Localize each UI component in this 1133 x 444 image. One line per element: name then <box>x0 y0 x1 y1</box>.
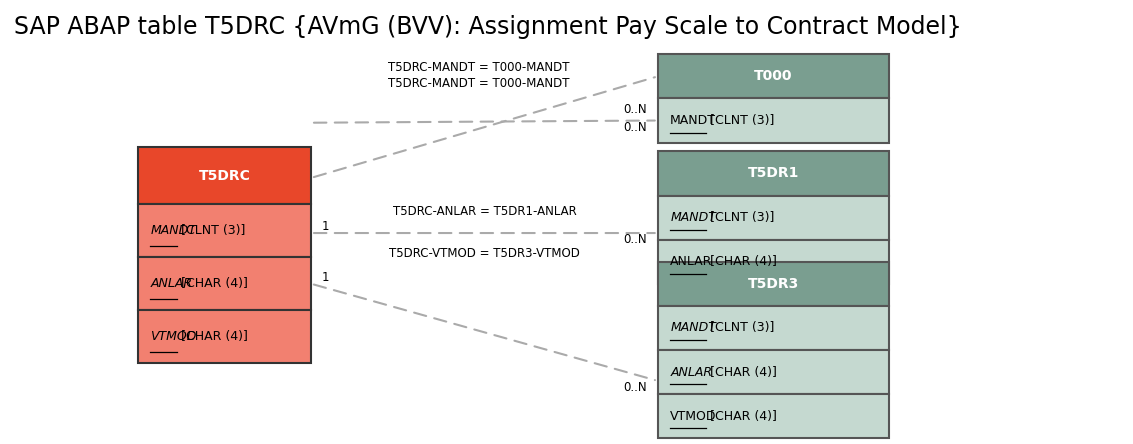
Text: [CHAR (4)]: [CHAR (4)] <box>706 365 777 379</box>
Bar <box>657 195 888 240</box>
Text: MANDT: MANDT <box>671 114 716 127</box>
Bar <box>657 394 888 438</box>
Text: T5DRC-VTMOD = T5DR3-VTMOD: T5DRC-VTMOD = T5DR3-VTMOD <box>389 246 580 259</box>
Text: T5DR3: T5DR3 <box>748 277 799 291</box>
Bar <box>657 262 888 306</box>
Text: T5DR1: T5DR1 <box>748 166 799 180</box>
Text: T000: T000 <box>753 69 792 83</box>
Bar <box>138 147 312 204</box>
Text: SAP ABAP table T5DRC {AVmG (BVV): Assignment Pay Scale to Contract Model}: SAP ABAP table T5DRC {AVmG (BVV): Assign… <box>14 15 962 39</box>
Text: MANDT: MANDT <box>671 211 716 224</box>
Text: [CHAR (4)]: [CHAR (4)] <box>177 330 248 343</box>
Text: ANLAR: ANLAR <box>671 365 713 379</box>
Text: 0..N: 0..N <box>623 103 647 116</box>
Bar <box>138 257 312 310</box>
Text: 0..N: 0..N <box>623 381 647 394</box>
Bar <box>657 350 888 394</box>
Text: VTMOD: VTMOD <box>671 410 717 423</box>
Text: [CLNT (3)]: [CLNT (3)] <box>706 211 774 224</box>
Text: [CHAR (4)]: [CHAR (4)] <box>177 277 248 290</box>
Text: T5DRC-ANLAR = T5DR1-ANLAR: T5DRC-ANLAR = T5DR1-ANLAR <box>392 205 577 218</box>
Text: [CHAR (4)]: [CHAR (4)] <box>706 255 777 268</box>
Text: ANLAR: ANLAR <box>151 277 193 290</box>
Bar <box>657 240 888 284</box>
Bar <box>138 204 312 257</box>
Text: 0..N: 0..N <box>623 233 647 246</box>
Text: T5DRC-MANDT = T000-MANDT: T5DRC-MANDT = T000-MANDT <box>389 61 570 74</box>
Bar <box>657 54 888 99</box>
Text: 1: 1 <box>322 220 330 233</box>
Text: MANDT: MANDT <box>671 321 716 334</box>
Text: 1: 1 <box>322 271 330 284</box>
Bar <box>657 99 888 143</box>
Text: [CLNT (3)]: [CLNT (3)] <box>706 321 774 334</box>
Text: 0..N: 0..N <box>623 121 647 134</box>
Text: [CLNT (3)]: [CLNT (3)] <box>706 114 774 127</box>
Bar <box>657 151 888 195</box>
Text: T5DRC: T5DRC <box>198 169 250 182</box>
Text: VTMOD: VTMOD <box>151 330 197 343</box>
Bar <box>657 306 888 350</box>
Text: ANLAR: ANLAR <box>671 255 713 268</box>
Bar <box>138 310 312 363</box>
Text: [CHAR (4)]: [CHAR (4)] <box>706 410 777 423</box>
Text: [CLNT (3)]: [CLNT (3)] <box>177 224 246 238</box>
Text: MANDT: MANDT <box>151 224 196 238</box>
Text: T5DRC-MANDT = T000-MANDT: T5DRC-MANDT = T000-MANDT <box>389 77 570 90</box>
